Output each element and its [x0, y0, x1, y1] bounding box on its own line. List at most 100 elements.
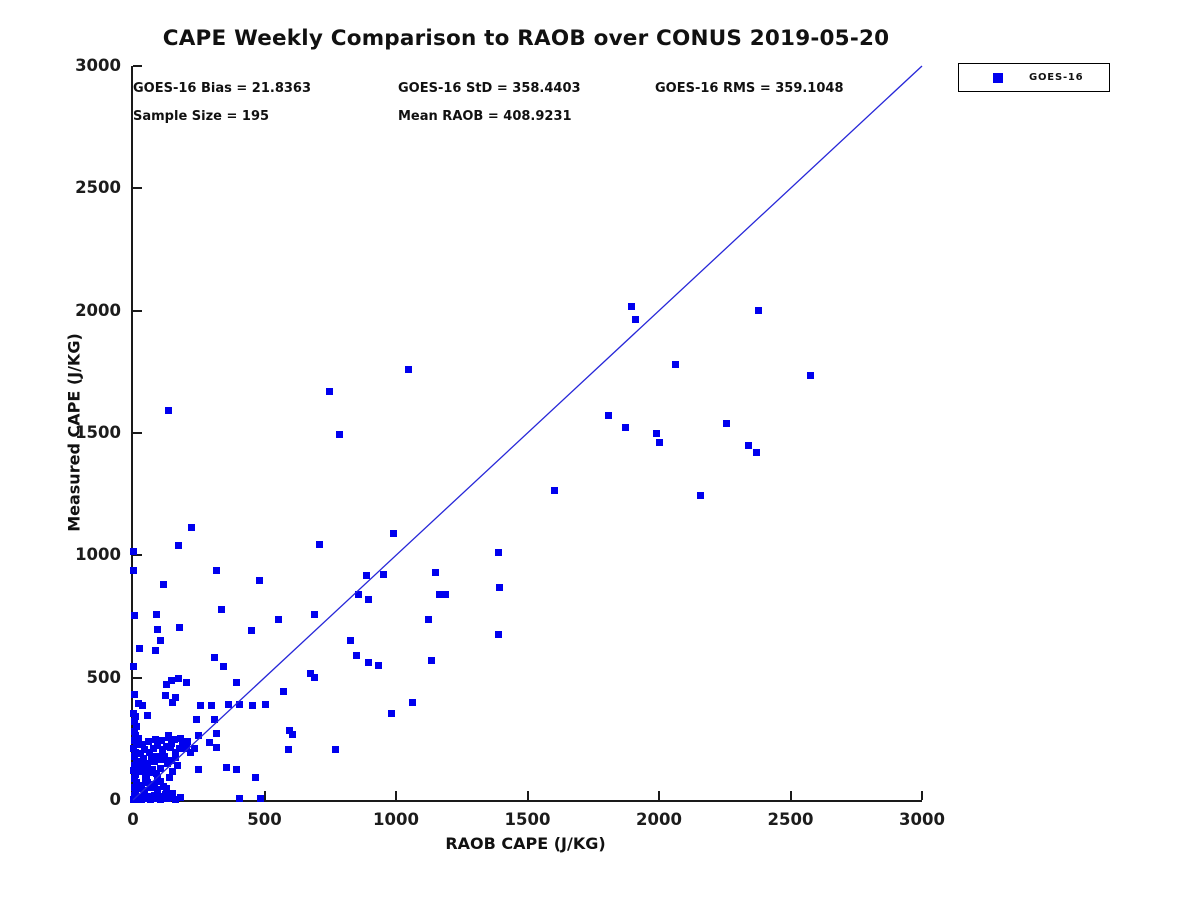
scatter-point-goes-16 — [387, 709, 395, 717]
y-tick-label: 500 — [86, 667, 121, 687]
scatter-point-goes-16 — [158, 746, 166, 754]
scatter-point-goes-16 — [167, 757, 175, 765]
scatter-point-goes-16 — [154, 742, 162, 750]
x-tick — [658, 791, 660, 800]
scatter-point-goes-16 — [195, 765, 203, 773]
scatter-point-goes-16 — [628, 303, 636, 310]
scatter-point-goes-16 — [136, 749, 144, 757]
scatter-point-goes-16 — [154, 774, 162, 782]
scatter-point-goes-16 — [151, 791, 159, 799]
scatter-point-goes-16 — [187, 523, 195, 531]
scatter-point-goes-16 — [132, 757, 140, 765]
scatter-point-goes-16 — [160, 580, 168, 588]
scatter-point-goes-16 — [150, 781, 158, 789]
scatter-point-goes-16 — [157, 636, 165, 644]
scatter-point-goes-16 — [145, 738, 153, 746]
y-tick — [133, 554, 142, 557]
scatter-point-goes-16 — [130, 662, 138, 670]
x-axis-label: RAOB CAPE (J/KG) — [445, 834, 606, 853]
y-tick-label: 3000 — [75, 56, 121, 75]
scatter-point-goes-16 — [605, 411, 612, 419]
scatter-point-goes-16 — [131, 736, 139, 744]
scatter-point-goes-16 — [408, 699, 416, 707]
scatter-point-goes-16 — [142, 766, 150, 774]
scatter-point-goes-16 — [233, 765, 241, 773]
scatter-point-goes-16 — [132, 779, 140, 787]
scatter-point-goes-16 — [134, 785, 142, 793]
stat-sample-size: Sample Size = 195 — [133, 109, 270, 124]
scatter-point-goes-16 — [176, 794, 184, 802]
y-tick — [133, 65, 142, 67]
scatter-point-goes-16 — [171, 693, 179, 701]
scatter-point-goes-16 — [286, 726, 294, 734]
scatter-point-goes-16 — [132, 740, 140, 748]
scatter-point-goes-16 — [167, 740, 175, 748]
stat-rms: GOES-16 RMS = 359.1048 — [655, 81, 844, 96]
scatter-point-goes-16 — [131, 774, 139, 782]
x-tick-label: 0 — [127, 810, 139, 829]
scatter-point-goes-16 — [248, 627, 256, 635]
scatter-point-goes-16 — [130, 691, 138, 699]
scatter-point-goes-16 — [380, 570, 388, 578]
scatter-point-goes-16 — [207, 701, 215, 709]
scatter-point-goes-16 — [152, 610, 160, 618]
x-tick-label: 1000 — [373, 810, 419, 829]
scatter-point-goes-16 — [158, 736, 166, 744]
scatter-point-goes-16 — [696, 491, 704, 499]
x-tick-label: 2000 — [636, 810, 682, 829]
scatter-point-goes-16 — [249, 701, 257, 709]
scatter-point-goes-16 — [138, 741, 146, 749]
scatter-point-goes-16 — [655, 438, 663, 446]
scatter-point-goes-16 — [632, 315, 640, 323]
scatter-point-goes-16 — [275, 615, 283, 623]
one-to-one-line — [132, 65, 923, 801]
scatter-point-goes-16 — [168, 767, 176, 775]
scatter-point-goes-16 — [136, 768, 144, 776]
scatter-point-goes-16 — [165, 734, 172, 742]
y-tick-label: 0 — [109, 790, 121, 809]
y-tick-label: 2000 — [75, 300, 121, 320]
scatter-point-goes-16 — [310, 610, 318, 618]
scatter-point-goes-16 — [190, 744, 198, 752]
scatter-point-goes-16 — [176, 624, 184, 631]
x-tick-label: 1500 — [504, 810, 551, 829]
scatter-point-goes-16 — [141, 787, 149, 795]
x-tick — [526, 791, 529, 800]
scatter-point-goes-16 — [130, 611, 138, 619]
scatter-point-goes-16 — [132, 723, 140, 731]
scatter-point-goes-16 — [140, 755, 148, 763]
scatter-point-goes-16 — [129, 567, 137, 575]
scatter-point-goes-16 — [179, 741, 187, 749]
scatter-point-goes-16 — [225, 701, 233, 709]
scatter-point-goes-16 — [427, 657, 435, 665]
scatter-point-goes-16 — [251, 773, 259, 781]
scatter-point-goes-16 — [130, 709, 138, 717]
scatter-point-goes-16 — [256, 794, 264, 802]
scatter-point-goes-16 — [192, 715, 200, 723]
scatter-point-goes-16 — [168, 698, 176, 706]
scatter-point-goes-16 — [130, 718, 138, 726]
scatter-point-goes-16 — [405, 365, 413, 373]
stat-mean-raob: Mean RAOB = 408.9231 — [398, 109, 572, 124]
scatter-point-goes-16 — [256, 577, 263, 585]
scatter-point-goes-16 — [197, 702, 205, 710]
scatter-point-goes-16 — [131, 749, 139, 757]
scatter-point-goes-16 — [362, 572, 370, 580]
x-tick — [789, 791, 792, 800]
scatter-point-goes-16 — [163, 759, 171, 767]
x-tick — [395, 791, 397, 800]
scatter-point-goes-16 — [130, 548, 138, 556]
scatter-point-goes-16 — [288, 730, 296, 738]
scatter-point-goes-16 — [335, 431, 343, 439]
scatter-point-goes-16 — [145, 769, 153, 777]
scatter-point-goes-16 — [175, 744, 183, 752]
x-tick — [921, 791, 923, 800]
scatter-point-goes-16 — [755, 307, 763, 315]
scatter-point-goes-16 — [135, 644, 143, 652]
scatter-point-goes-16 — [744, 442, 752, 450]
scatter-point-goes-16 — [183, 745, 191, 753]
scatter-point-goes-16 — [211, 716, 219, 724]
scatter-point-goes-16 — [171, 735, 179, 743]
scatter-point-goes-16 — [806, 372, 814, 380]
scatter-point-goes-16 — [390, 529, 398, 537]
